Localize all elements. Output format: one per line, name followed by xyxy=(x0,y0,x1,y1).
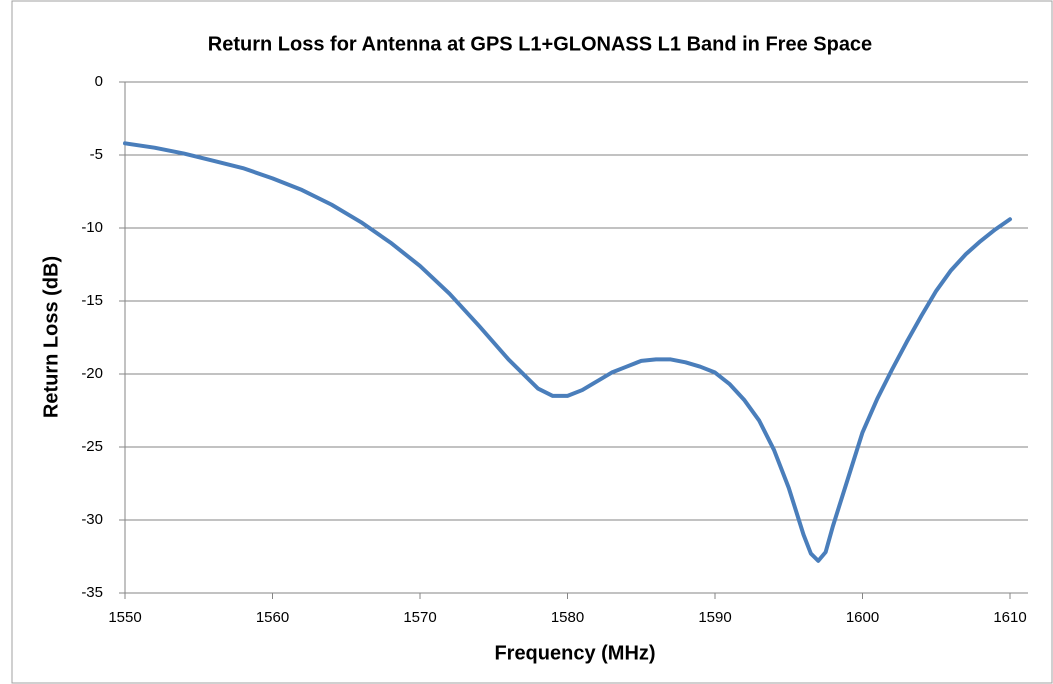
x-tick-label: 1550 xyxy=(108,609,141,626)
y-axis-label: Return Loss (dB) xyxy=(40,256,62,418)
x-tick-label: 1610 xyxy=(993,609,1026,626)
y-tick-label: -30 xyxy=(81,511,103,528)
x-tick-label: 1560 xyxy=(256,609,289,626)
y-tick-label: -15 xyxy=(81,292,103,309)
data-line xyxy=(123,141,1012,563)
y-tick-label: -10 xyxy=(81,219,103,236)
chart-title: Return Loss for Antenna at GPS L1+GLONAS… xyxy=(208,33,872,55)
y-tick-label: -5 xyxy=(90,146,103,163)
y-tick-label: -25 xyxy=(81,438,103,455)
y-tick-label: 0 xyxy=(95,73,103,90)
x-tick-label: 1580 xyxy=(551,609,584,626)
y-tick-label: -20 xyxy=(81,365,103,382)
x-axis-label: Frequency (MHz) xyxy=(494,642,655,664)
x-tick-label: 1600 xyxy=(846,609,879,626)
y-tick-label: -35 xyxy=(81,584,103,601)
chart-frame xyxy=(11,0,1053,684)
x-tick-label: 1590 xyxy=(698,609,731,626)
x-tick-label: 1570 xyxy=(403,609,436,626)
